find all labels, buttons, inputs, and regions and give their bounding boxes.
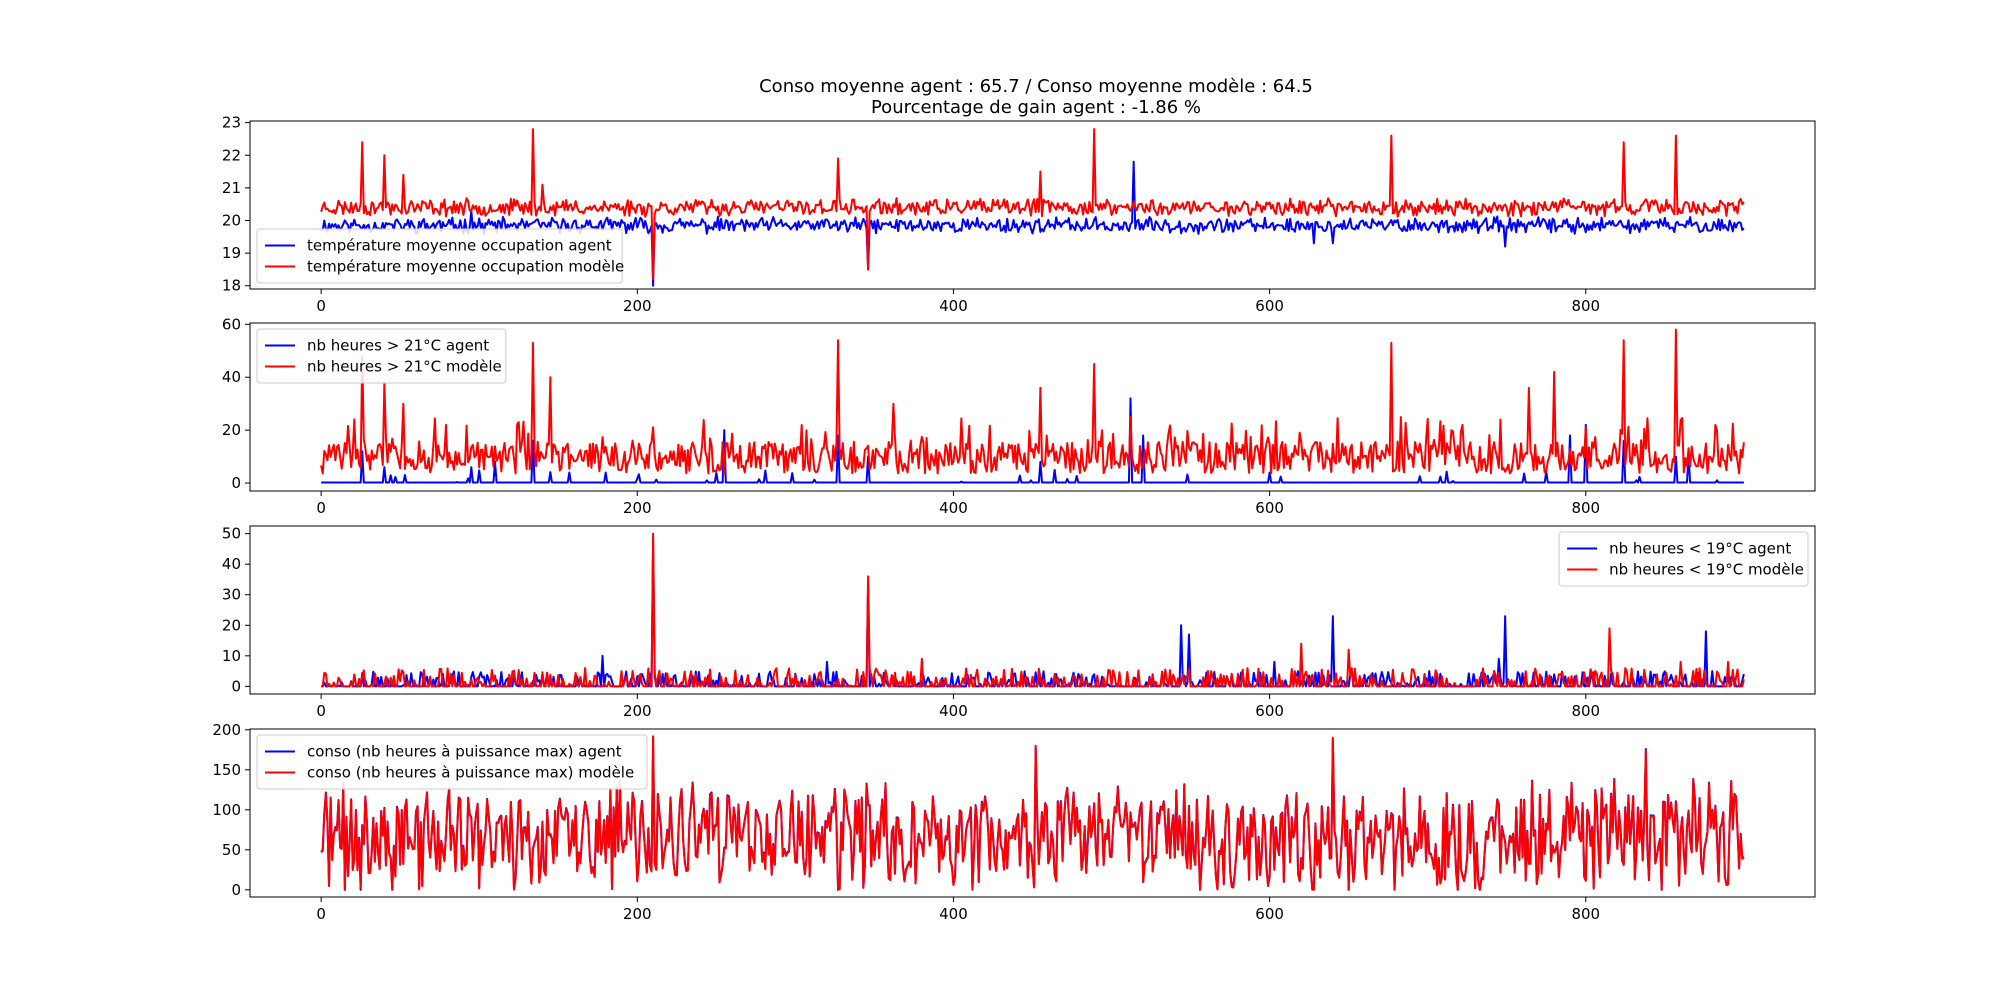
series-line-modele xyxy=(320,735,1745,891)
legend-label: température moyenne occupation modèle xyxy=(307,258,624,276)
x-tick-label: 600 xyxy=(1255,297,1284,315)
y-tick-label: 20 xyxy=(222,211,241,229)
y-tick-label: 23 xyxy=(222,114,241,132)
x-tick-label: 800 xyxy=(1571,297,1600,315)
legend: température moyenne occupation agent temp… xyxy=(256,228,624,284)
y-tick-label: 50 xyxy=(222,841,241,859)
y-tick-label: 0 xyxy=(231,677,241,695)
y-tick-label: 150 xyxy=(212,761,241,779)
series-line-agent xyxy=(321,397,1744,484)
legend: nb heures < 19°C agent nb heures < 19°C m… xyxy=(1558,531,1809,587)
y-tick-label: 0 xyxy=(231,474,241,492)
legend-label: conso (nb heures à puissance max) modèle xyxy=(307,764,634,782)
x-tick-label: 800 xyxy=(1571,702,1600,720)
y-tick-label: 21 xyxy=(222,179,241,197)
x-tick-label: 400 xyxy=(939,297,968,315)
figure-title-line1: Conso moyenne agent : 65.7 / Conso moyen… xyxy=(759,76,1313,97)
series-line-agent xyxy=(321,160,1745,287)
figure-title-line2: Pourcentage de gain agent : -1.86 % xyxy=(871,97,1201,118)
legend-label: nb heures > 21°C modèle xyxy=(307,358,502,376)
x-tick-label: 0 xyxy=(316,297,326,315)
legend-label: température moyenne occupation agent xyxy=(307,237,612,255)
x-tick-label: 200 xyxy=(623,297,652,315)
series-line-modele xyxy=(321,532,1745,688)
axes-frame xyxy=(249,728,1816,898)
legend-box xyxy=(256,228,623,284)
x-tick-label: 600 xyxy=(1255,905,1284,923)
y-tick-label: 40 xyxy=(222,555,241,573)
x-tick-label: 600 xyxy=(1255,499,1284,517)
x-tick-label: 200 xyxy=(623,905,652,923)
legend: nb heures > 21°C agent nb heures > 21°C m… xyxy=(256,328,507,384)
x-tick-label: 400 xyxy=(939,702,968,720)
legend-label: conso (nb heures à puissance max) agent xyxy=(307,743,622,761)
x-tick-label: 0 xyxy=(316,905,326,923)
axes-frame xyxy=(249,322,1816,492)
y-tick-label: 20 xyxy=(222,616,241,634)
x-tick-label: 400 xyxy=(939,499,968,517)
series-line-agent xyxy=(321,538,1745,688)
y-tick-label: 10 xyxy=(222,647,241,665)
y-tick-label: 100 xyxy=(212,801,241,819)
x-tick-label: 800 xyxy=(1571,905,1600,923)
series-line-modele xyxy=(320,328,1745,475)
y-tick-label: 0 xyxy=(231,881,241,899)
x-tick-label: 600 xyxy=(1255,702,1284,720)
legend-box xyxy=(1558,531,1809,587)
legend-box xyxy=(256,328,507,384)
y-tick-label: 60 xyxy=(222,315,241,333)
axes-frame xyxy=(249,525,1816,695)
panel-3: 0 200 400 600 800 0 10 20 30 40 50 nb heures < 19°C… xyxy=(222,525,1816,720)
axes-frame xyxy=(249,120,1816,290)
panel-2: 0 200 400 600 800 0 20 40 60 nb heures > 21°C age… xyxy=(222,315,1816,517)
legend-label: nb heures < 19°C agent xyxy=(1609,540,1791,558)
y-tick-label: 20 xyxy=(222,421,241,439)
y-tick-label: 200 xyxy=(212,721,241,739)
y-tick-label: 18 xyxy=(222,277,241,295)
y-tick-label: 22 xyxy=(222,146,241,164)
x-tick-label: 200 xyxy=(623,702,652,720)
x-tick-label: 200 xyxy=(623,499,652,517)
series-line-modele xyxy=(320,128,1745,281)
legend: conso (nb heures à puissance max) agent c… xyxy=(256,734,648,790)
legend-label: nb heures > 21°C agent xyxy=(307,337,489,355)
panel-4: 0 200 400 600 800 0 50 100 150 200 conso (nb heure… xyxy=(212,721,1816,923)
x-tick-label: 0 xyxy=(316,702,326,720)
panel-1: 0 200 400 600 800 18 19 20 21 22 23 température moy… xyxy=(222,114,1816,315)
y-tick-label: 30 xyxy=(222,586,241,604)
y-tick-label: 19 xyxy=(222,244,241,262)
legend-label: nb heures < 19°C modèle xyxy=(1609,561,1804,579)
x-tick-label: 0 xyxy=(316,499,326,517)
legend-box xyxy=(256,734,648,790)
x-tick-label: 800 xyxy=(1571,499,1600,517)
y-tick-label: 40 xyxy=(222,368,241,386)
y-tick-label: 50 xyxy=(222,525,241,543)
x-tick-label: 400 xyxy=(939,905,968,923)
